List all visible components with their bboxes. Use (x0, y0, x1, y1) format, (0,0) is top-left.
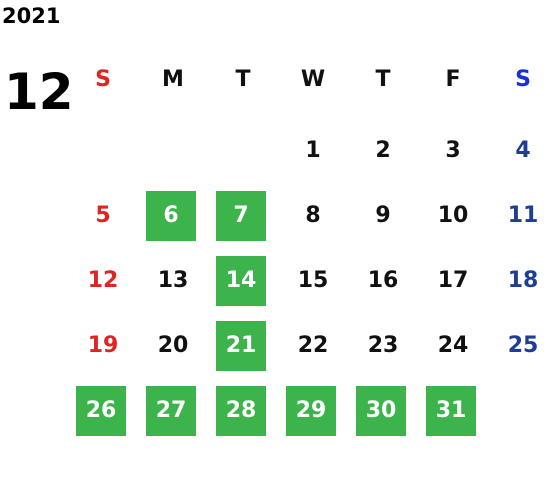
highlighted-day: 27 (146, 386, 196, 436)
weekday-header: T (235, 67, 251, 92)
highlighted-day: 7 (216, 191, 266, 241)
day: 15 (297, 268, 329, 293)
highlighted-day: 21 (216, 321, 266, 371)
day: 4 (515, 138, 531, 163)
highlighted-day: 30 (356, 386, 406, 436)
day: 20 (157, 333, 189, 358)
weekday-header: S (515, 67, 531, 92)
day: 16 (367, 268, 399, 293)
day: 13 (157, 268, 189, 293)
day: 18 (507, 268, 539, 293)
day: 25 (507, 333, 539, 358)
day: 10 (437, 203, 469, 228)
day: 1 (305, 138, 321, 163)
highlighted-day: 28 (216, 386, 266, 436)
weekday-header: T (375, 67, 391, 92)
day: 3 (445, 138, 461, 163)
day: 22 (297, 333, 329, 358)
highlighted-day: 6 (146, 191, 196, 241)
weekday-header: F (445, 67, 461, 92)
year: 2021 (2, 4, 61, 28)
weekday-header: M (162, 67, 184, 92)
weekday-header: S (95, 67, 111, 92)
highlighted-day: 26 (76, 386, 126, 436)
day: 24 (437, 333, 469, 358)
highlighted-day: 14 (216, 256, 266, 306)
day: 19 (87, 333, 119, 358)
day: 11 (507, 203, 539, 228)
weekday-header: W (300, 67, 326, 92)
day: 5 (95, 203, 111, 228)
day: 17 (437, 268, 469, 293)
day: 12 (87, 268, 119, 293)
month: 12 (4, 63, 74, 121)
day: 23 (367, 333, 399, 358)
day: 9 (375, 203, 391, 228)
day: 2 (375, 138, 391, 163)
highlighted-day: 29 (286, 386, 336, 436)
highlighted-day: 31 (426, 386, 476, 436)
day: 8 (305, 203, 321, 228)
